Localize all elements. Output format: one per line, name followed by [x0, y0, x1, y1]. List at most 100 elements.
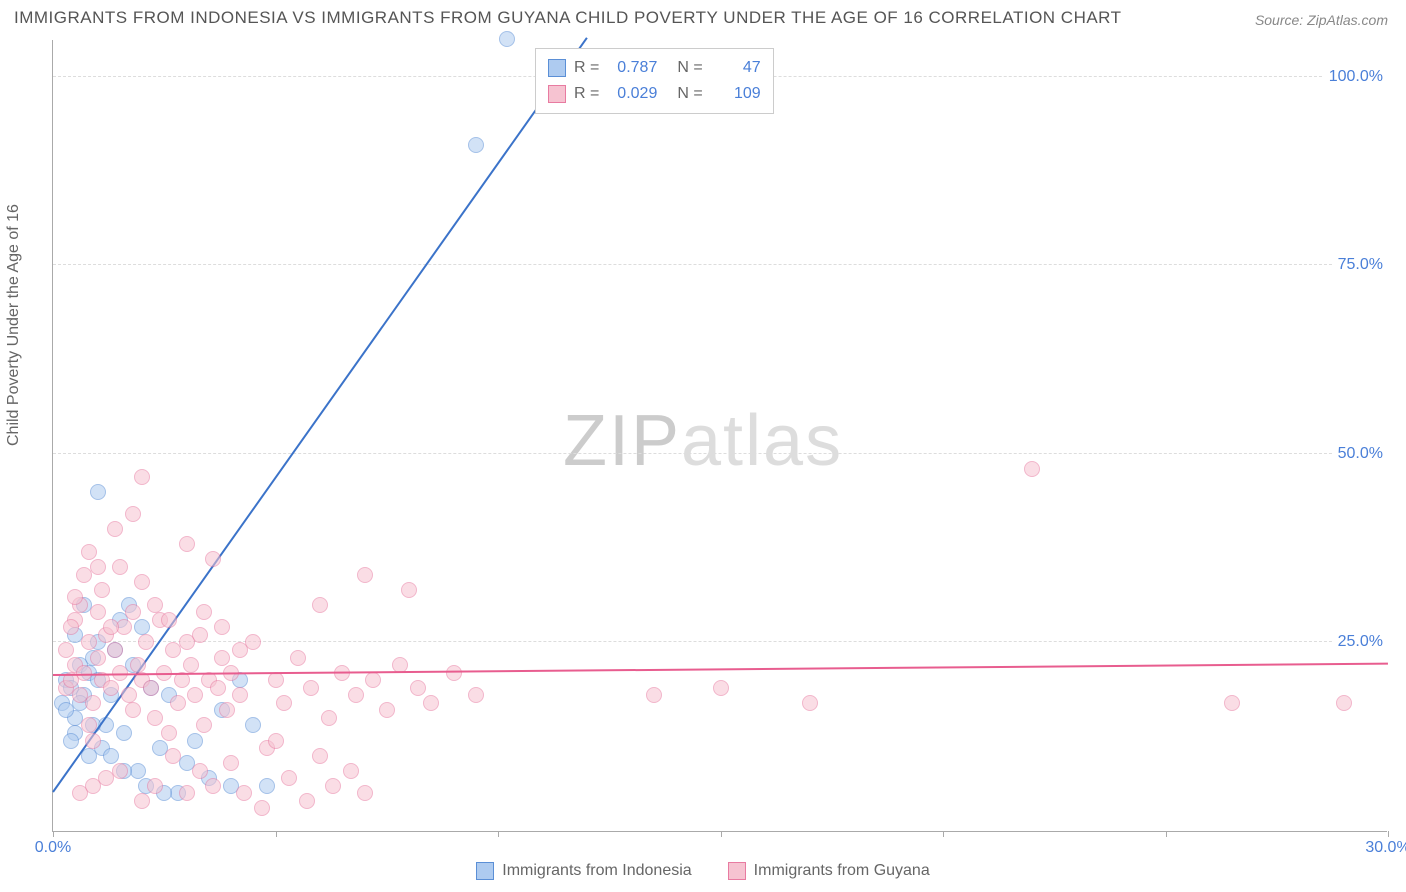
data-point [321, 710, 337, 726]
data-point [107, 642, 123, 658]
legend-swatch [548, 59, 566, 77]
data-point [232, 687, 248, 703]
data-point [357, 567, 373, 583]
legend-row: R = 0.029 N = 109 [548, 81, 761, 107]
watermark: ZIPatlas [563, 400, 843, 482]
data-point [223, 755, 239, 771]
data-point [236, 785, 252, 801]
y-tick-label: 100.0% [1323, 68, 1389, 86]
legend-item: Immigrants from Guyana [728, 862, 930, 880]
x-tick-label: 0.0% [35, 839, 71, 857]
data-point [58, 642, 74, 658]
data-point [134, 469, 150, 485]
data-point [268, 672, 284, 688]
watermark-bold: ZIP [563, 401, 681, 481]
legend-swatch [548, 85, 566, 103]
data-point [187, 733, 203, 749]
data-point [90, 650, 106, 666]
data-point [401, 582, 417, 598]
data-point [103, 619, 119, 635]
data-point [143, 680, 159, 696]
data-point [468, 687, 484, 703]
data-point [259, 778, 275, 794]
data-point [1336, 695, 1352, 711]
data-point [299, 793, 315, 809]
y-axis-title: Child Poverty Under the Age of 16 [5, 204, 23, 446]
chart-title: IMMIGRANTS FROM INDONESIA VS IMMIGRANTS … [14, 8, 1122, 28]
data-point [170, 695, 186, 711]
data-point [410, 680, 426, 696]
data-point [365, 672, 381, 688]
data-point [90, 604, 106, 620]
data-point [196, 604, 212, 620]
data-point [232, 642, 248, 658]
y-tick-label: 75.0% [1332, 256, 1389, 274]
watermark-light: atlas [681, 401, 843, 481]
data-point [125, 604, 141, 620]
data-point [63, 619, 79, 635]
legend-r-value: 0.029 [607, 85, 657, 103]
legend-row: R =0.787N =47 [548, 55, 761, 81]
trend-line [52, 37, 588, 792]
data-point [134, 574, 150, 590]
data-point [325, 778, 341, 794]
source-attribution: Source: ZipAtlas.com [1255, 12, 1388, 28]
legend-item: Immigrants from Indonesia [476, 862, 691, 880]
data-point [187, 687, 203, 703]
data-point [254, 800, 270, 816]
data-point [1224, 695, 1240, 711]
data-point [179, 634, 195, 650]
data-point [219, 702, 235, 718]
data-point [116, 725, 132, 741]
x-tick [1166, 831, 1167, 837]
series-legend: Immigrants from Indonesia Immigrants from… [0, 862, 1406, 880]
legend-swatch [476, 862, 494, 880]
data-point [357, 785, 373, 801]
data-point [1024, 461, 1040, 477]
grid-line [53, 264, 1387, 265]
x-tick [943, 831, 944, 837]
data-point [76, 567, 92, 583]
data-point [312, 748, 328, 764]
scatter-chart: ZIPatlas 25.0%50.0%75.0%100.0%0.0%30.0% [52, 40, 1387, 832]
data-point [179, 785, 195, 801]
data-point [214, 650, 230, 666]
data-point [379, 702, 395, 718]
trend-line [53, 663, 1388, 676]
data-point [112, 559, 128, 575]
data-point [94, 582, 110, 598]
legend-n-label: N = [677, 85, 702, 103]
legend-n-value: 47 [711, 59, 761, 77]
legend-n-value: 109 [711, 85, 761, 103]
data-point [499, 31, 515, 47]
y-tick-label: 25.0% [1332, 633, 1389, 651]
x-tick [498, 831, 499, 837]
data-point [107, 521, 123, 537]
data-point [303, 680, 319, 696]
data-point [161, 725, 177, 741]
data-point [348, 687, 364, 703]
data-point [76, 665, 92, 681]
data-point [423, 695, 439, 711]
legend-r-label: R = [574, 85, 599, 103]
data-point [165, 748, 181, 764]
data-point [210, 680, 226, 696]
data-point [312, 597, 328, 613]
data-point [646, 687, 662, 703]
data-point [112, 763, 128, 779]
legend-r-label: R = [574, 59, 599, 77]
data-point [179, 536, 195, 552]
data-point [125, 506, 141, 522]
data-point [343, 763, 359, 779]
x-tick [721, 831, 722, 837]
data-point [276, 695, 292, 711]
data-point [802, 695, 818, 711]
data-point [81, 634, 97, 650]
data-point [103, 748, 119, 764]
x-tick [276, 831, 277, 837]
legend-n-label: N = [677, 59, 702, 77]
data-point [290, 650, 306, 666]
data-point [214, 619, 230, 635]
correlation-legend: R =0.787N =47R =0.029N =109 [535, 48, 774, 114]
legend-series-name: Immigrants from Guyana [754, 862, 930, 880]
